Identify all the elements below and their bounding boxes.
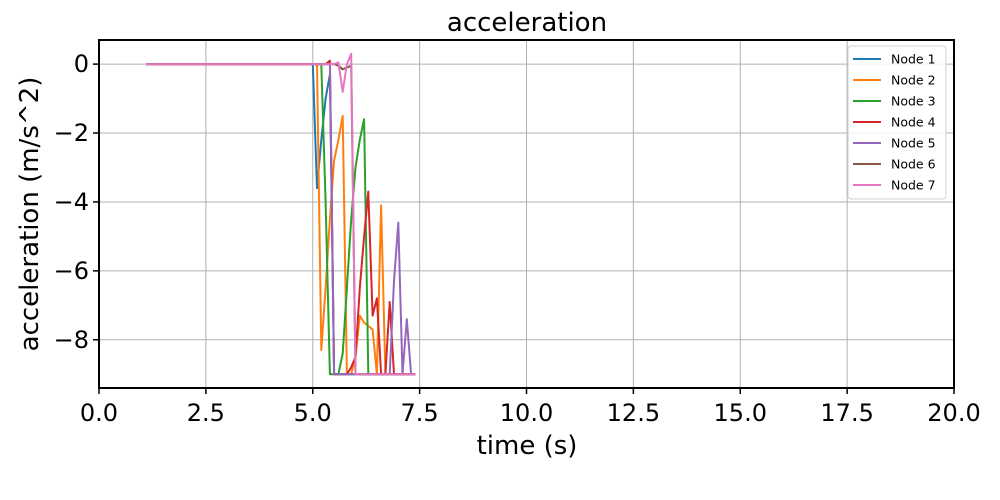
- legend-label: Node 3: [891, 94, 936, 109]
- legend-label: Node 1: [891, 52, 936, 67]
- legend-box: [847, 45, 947, 200]
- legend-label: Node 5: [891, 136, 936, 151]
- legend-label: Node 6: [891, 157, 936, 172]
- series-line-node-5: [146, 63, 416, 376]
- x-tick-label: 7.5: [401, 399, 439, 427]
- x-tick-label: 2.5: [187, 399, 225, 427]
- chart-title: acceleration: [447, 8, 607, 38]
- x-tick-label: 5.0: [294, 399, 332, 427]
- y-axis-label: acceleration (m/s^2): [15, 77, 45, 352]
- x-tick-label: 15.0: [714, 399, 767, 427]
- series-line-node-7: [146, 52, 416, 376]
- y-tick-label: 0: [74, 50, 89, 78]
- legend-label: Node 2: [891, 73, 936, 88]
- x-tick-label: 17.5: [820, 399, 873, 427]
- series-line-node-6: [146, 63, 416, 376]
- series-line-node-3: [146, 63, 416, 376]
- axis-ticks: 0.0 2.5 5.0 7.5 10.0 12.5 15.0 17.5 20.0 0 −2 −4 −6 −…: [54, 50, 981, 427]
- legend-label: Node 4: [891, 115, 936, 130]
- x-tick-label: 12.5: [607, 399, 660, 427]
- x-axis-label: time (s): [477, 431, 578, 461]
- grid: [98, 40, 955, 388]
- series-lines: [146, 52, 416, 376]
- x-tick-label: 10.0: [500, 399, 553, 427]
- y-tick-label: −2: [54, 119, 89, 147]
- legend-label: Node 7: [891, 178, 936, 193]
- y-tick-label: −4: [54, 188, 89, 216]
- y-tick-label: −6: [54, 257, 89, 285]
- series-line-node-2: [146, 63, 416, 376]
- legend: Node 1 Node 2 Node 3 Node 4 Node 5 Node 6 Node…: [847, 45, 947, 200]
- x-tick-label: 0.0: [80, 399, 118, 427]
- x-tick-label: 20.0: [927, 399, 980, 427]
- y-tick-label: −8: [54, 326, 89, 354]
- series-line-node-1: [146, 63, 416, 376]
- series-line-node-4: [146, 59, 416, 376]
